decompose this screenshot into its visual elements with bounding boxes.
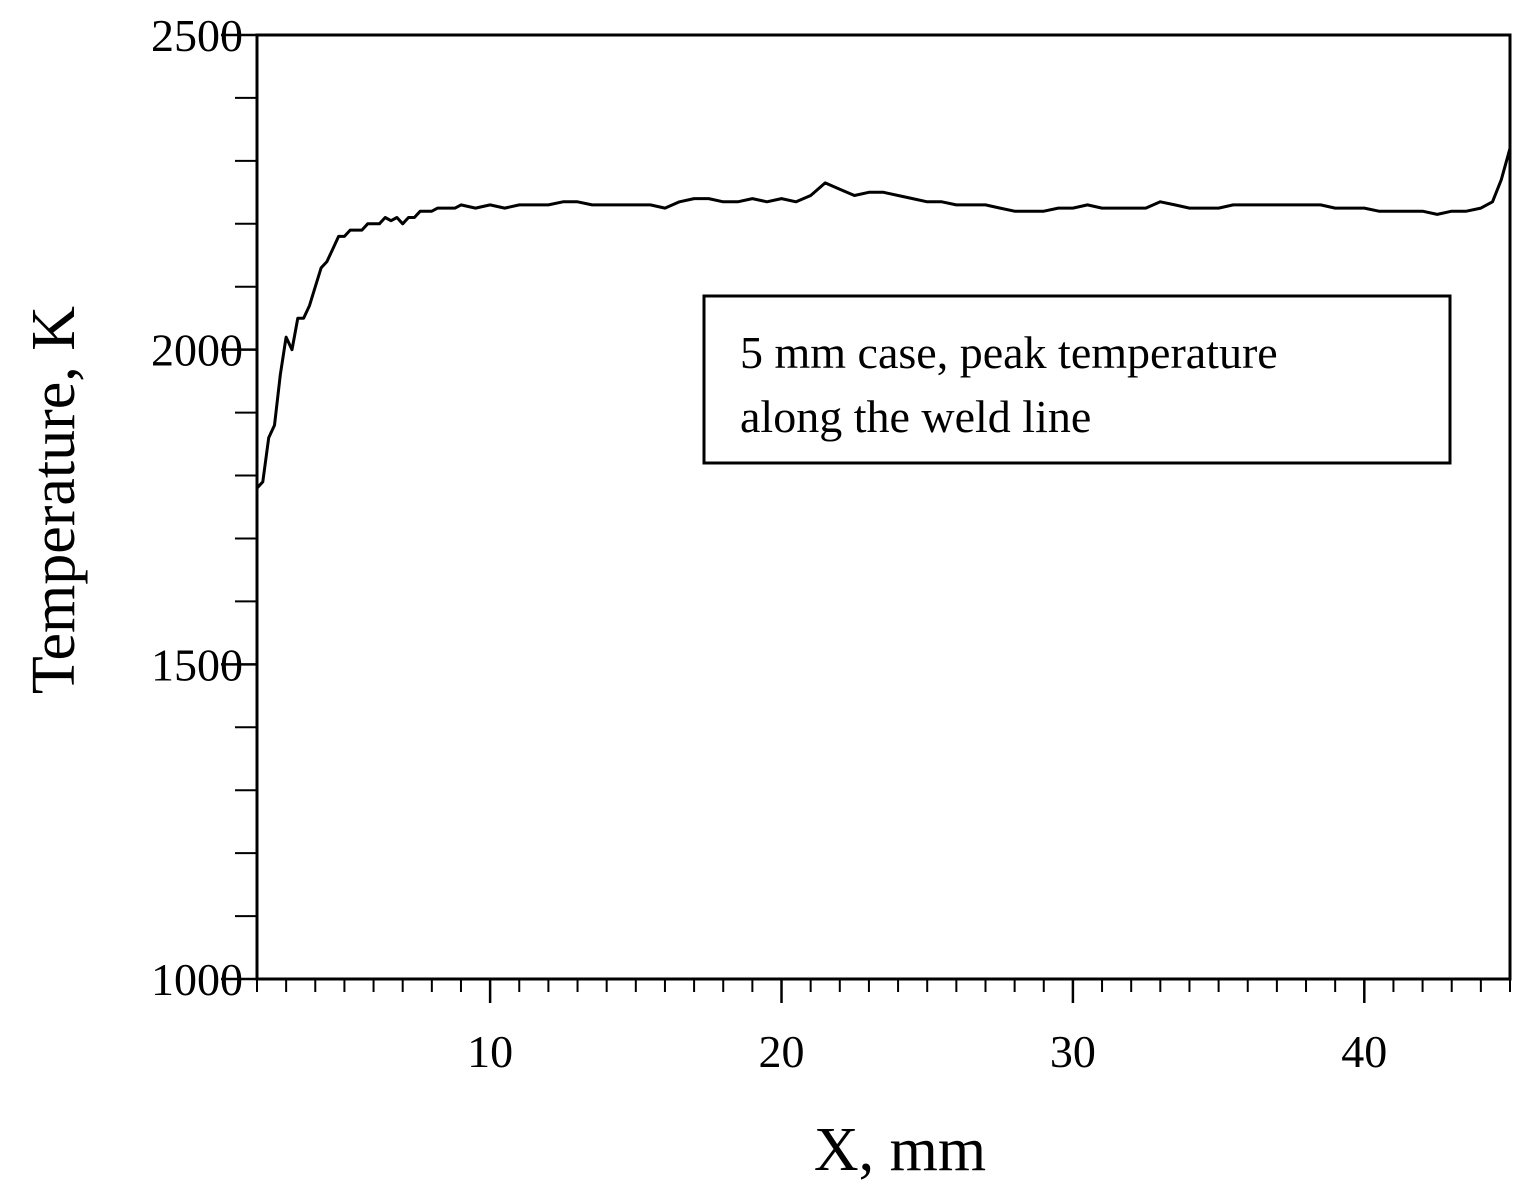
major-ticks — [221, 33, 1366, 1003]
y-tick-label: 1500 — [151, 639, 243, 690]
series-line — [255, 147, 1512, 490]
plot-frame — [255, 33, 1512, 981]
series-layer — [255, 147, 1512, 490]
x-tick-label: 40 — [1341, 1026, 1387, 1077]
x-tick-label: 20 — [759, 1026, 805, 1077]
minor-ticks — [235, 96, 1511, 992]
annotation-frame — [702, 294, 1452, 465]
x-tick-label: 30 — [1050, 1026, 1096, 1077]
y-tick-label: 1000 — [151, 954, 243, 1005]
x-axis-label: X, mm — [814, 1116, 986, 1184]
annotation-box: 5 mm case, peak temperature along the we… — [702, 294, 1452, 465]
annotation-line-2: along the weld line — [740, 391, 1091, 442]
annotation-line-1: 5 mm case, peak temperature — [740, 327, 1278, 378]
y-tick-label: 2500 — [151, 10, 243, 61]
tick-labels: 10 20 30 40 1000 1500 2000 2500 — [151, 10, 1387, 1077]
y-axis-label: Temperature, K — [20, 306, 88, 694]
x-tick-label: 10 — [467, 1026, 513, 1077]
y-tick-label: 2000 — [151, 325, 243, 376]
